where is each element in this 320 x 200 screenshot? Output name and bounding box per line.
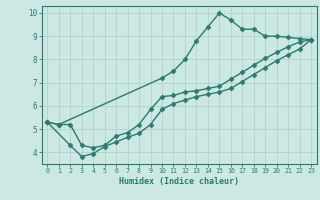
X-axis label: Humidex (Indice chaleur): Humidex (Indice chaleur) bbox=[119, 177, 239, 186]
